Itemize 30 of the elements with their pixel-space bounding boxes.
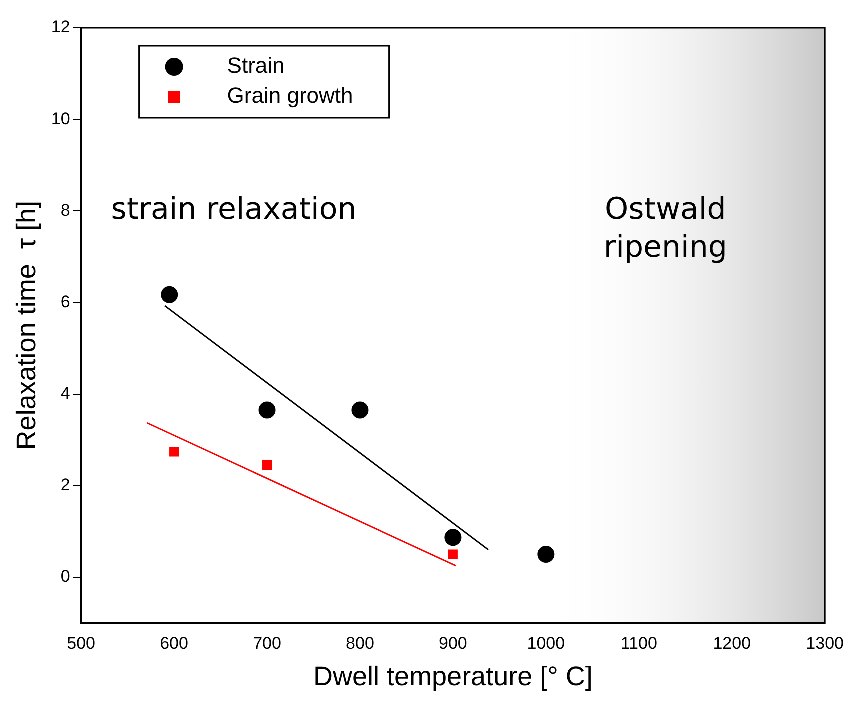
point	[258, 402, 276, 419]
x-tick-label: 900	[439, 634, 468, 654]
point	[170, 447, 180, 457]
x-tick-label: 1300	[806, 634, 844, 654]
y-axis-title: Relaxation time τ [h]	[12, 200, 42, 450]
x-tick-label: 1000	[527, 634, 566, 654]
point	[262, 460, 272, 470]
x-axis-title: Dwell temperature [° C]	[314, 661, 593, 692]
point	[448, 550, 458, 560]
y-tick-label: 4	[60, 384, 70, 403]
x-tick-label: 500	[67, 634, 96, 654]
point	[538, 546, 555, 564]
point	[352, 402, 369, 419]
y-tick-label: 10	[51, 109, 70, 128]
x-tick-label: 600	[160, 634, 188, 654]
point	[444, 529, 462, 546]
annotation: strain relaxation	[111, 192, 357, 228]
y-tick-label: 6	[60, 292, 70, 312]
y-tick-label: 0	[60, 567, 70, 586]
x-tick-label: 700	[253, 634, 282, 654]
x-tick-label: 800	[346, 634, 374, 654]
y-tick-label: 8	[60, 200, 70, 220]
y-tick-label: 12	[51, 18, 70, 37]
x-tick-label: 1100	[620, 634, 658, 654]
band-label: Ostwald ripening	[604, 192, 728, 266]
point	[161, 286, 178, 304]
legend-label: Grain growth	[227, 83, 354, 108]
y-tick-label: 2	[60, 476, 70, 495]
x-tick-label: 1200	[713, 634, 752, 654]
legend-label: Strain	[227, 53, 285, 78]
